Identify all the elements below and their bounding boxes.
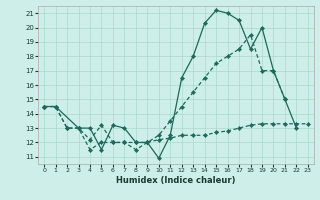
X-axis label: Humidex (Indice chaleur): Humidex (Indice chaleur) bbox=[116, 176, 236, 185]
